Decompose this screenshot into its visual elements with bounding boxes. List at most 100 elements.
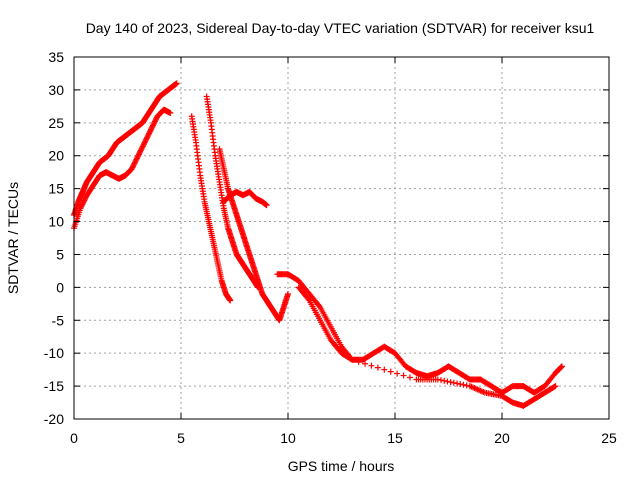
data-point — [145, 131, 152, 138]
data-point — [137, 148, 144, 155]
data-point — [81, 197, 88, 204]
y-tick-label: 20 — [48, 148, 64, 164]
data-point — [149, 122, 156, 129]
data-point — [454, 380, 461, 387]
data-point — [134, 154, 141, 161]
y-tick-label: -5 — [52, 312, 65, 328]
data-point — [131, 159, 138, 166]
data-point — [81, 196, 88, 203]
data-point — [441, 377, 448, 384]
y-tick-label: 30 — [48, 82, 64, 98]
y-tick-label: -10 — [44, 345, 64, 361]
data-point — [558, 363, 565, 370]
data-point — [316, 302, 323, 309]
data-point — [139, 144, 146, 151]
data-point — [148, 125, 155, 132]
data-point — [394, 370, 401, 377]
data-point — [144, 132, 151, 139]
x-tick-label: 25 — [601, 430, 617, 446]
plot-frame — [73, 56, 610, 420]
data-point — [463, 382, 470, 389]
data-point — [133, 156, 140, 163]
data-point — [130, 163, 137, 170]
data-point — [130, 161, 137, 168]
data-point — [167, 109, 174, 116]
data-point — [557, 364, 564, 371]
data-point — [368, 362, 375, 369]
y-tick-label: 5 — [56, 246, 64, 262]
axis-ticks: 0 5 10 15 20 25 -20 -15 -10 -5 0 5 10 15 20 25 30 35 — [44, 49, 617, 446]
data-point — [131, 160, 138, 167]
data-point — [77, 205, 84, 212]
data-point — [444, 378, 451, 385]
data-point — [551, 383, 558, 390]
data-point — [135, 152, 142, 159]
data-point — [457, 381, 464, 388]
data-point — [138, 146, 145, 153]
data-point — [80, 198, 87, 205]
data-point — [133, 155, 140, 162]
data-point — [447, 379, 454, 386]
data-point — [438, 377, 445, 384]
data-point — [355, 358, 362, 365]
data-point — [285, 290, 291, 297]
data-point — [406, 374, 413, 381]
y-axis-label: SDTVAR / TECUs — [5, 182, 21, 294]
data-point — [82, 194, 89, 201]
data-point — [450, 379, 457, 386]
x-tick-label: 20 — [494, 430, 510, 446]
data-point — [144, 134, 151, 141]
y-tick-label: 15 — [48, 181, 64, 197]
data-point — [128, 165, 135, 172]
data-point — [142, 136, 149, 143]
data-point — [143, 135, 150, 142]
data-point — [150, 121, 157, 128]
y-tick-label: 10 — [48, 214, 64, 230]
data-point — [305, 296, 312, 303]
data-point — [151, 119, 158, 126]
data-point — [135, 151, 142, 158]
chart-title: Day 140 of 2023, Sidereal Day-to-day VTE… — [86, 20, 595, 36]
data-point — [460, 381, 467, 388]
x-tick-label: 15 — [387, 430, 403, 446]
data-point — [136, 150, 143, 157]
grid-lines — [74, 57, 609, 419]
x-tick-label: 0 — [70, 430, 78, 446]
data-point — [148, 126, 155, 133]
data-point — [349, 356, 356, 363]
data-point — [140, 140, 147, 147]
data-point — [141, 139, 148, 146]
y-tick-label: -15 — [44, 378, 64, 394]
data-point — [400, 372, 407, 379]
data-point — [147, 127, 154, 134]
data-point — [137, 147, 144, 154]
x-axis-label: GPS time / hours — [288, 458, 395, 474]
data-point — [173, 80, 180, 87]
data-point — [153, 115, 160, 122]
x-tick-label: 5 — [177, 430, 185, 446]
data-point — [132, 157, 139, 164]
y-tick-label: 0 — [56, 279, 64, 295]
data-point — [79, 200, 86, 207]
data-point — [78, 204, 85, 211]
y-tick-label: 35 — [48, 49, 64, 65]
data-point — [434, 376, 441, 383]
data-point — [348, 356, 355, 363]
data-point — [139, 143, 146, 150]
x-tick-label: 10 — [280, 430, 296, 446]
data-point — [387, 368, 394, 375]
data-point — [140, 142, 147, 149]
data-point — [129, 164, 136, 171]
data-point — [263, 202, 270, 209]
data-point — [552, 383, 559, 390]
y-tick-label: 25 — [48, 115, 64, 131]
data-points — [71, 80, 565, 409]
data-point — [558, 364, 565, 371]
data-point — [146, 130, 153, 137]
data-point — [152, 117, 159, 124]
data-point — [362, 360, 369, 367]
data-point — [374, 364, 381, 371]
data-point — [149, 123, 156, 130]
